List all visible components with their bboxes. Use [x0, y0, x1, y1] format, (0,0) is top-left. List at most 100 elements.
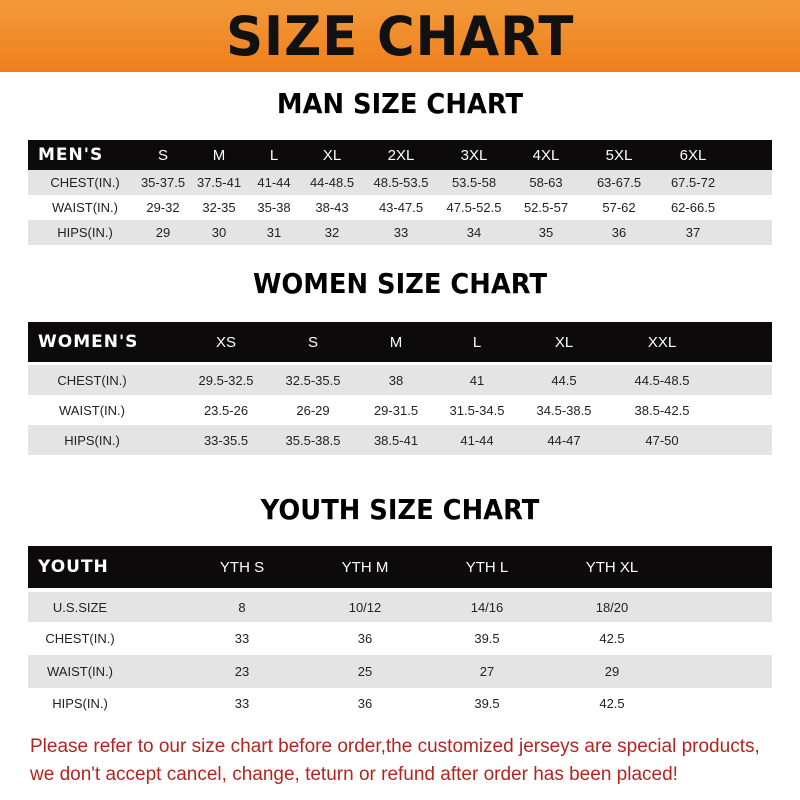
- size-header: XS: [215, 333, 237, 351]
- measurement-cell: 43-47.5: [378, 200, 424, 215]
- row-label: WAIST(IN.): [52, 200, 118, 215]
- row-label: HIPS(IN.): [57, 225, 113, 240]
- table-row: CHEST(IN.) 35-37.5 37.5-41 41-44 44-48.5 48.5…: [28, 170, 772, 195]
- measurement-cell: 31.5-34.5: [449, 402, 505, 418]
- measurement-cell: 36: [357, 695, 373, 711]
- size-header: 2XL: [387, 146, 415, 164]
- size-header: L: [269, 146, 279, 164]
- measurement-cell: 44.5-48.5: [634, 372, 690, 388]
- measurement-cell: 29-31.5: [373, 402, 419, 418]
- row-label: CHEST(IN.): [50, 175, 120, 190]
- size-header: YTH S: [219, 558, 265, 576]
- size-header: 5XL: [605, 146, 633, 164]
- size-header: 4XL: [532, 146, 560, 164]
- measurement-cell: 58-63: [529, 175, 563, 190]
- measurement-cell: 35.5-38.5: [285, 432, 341, 448]
- measurement-cell: 33-35.5: [203, 432, 249, 448]
- measurement-cell: 41: [469, 372, 485, 388]
- youth-chart-title: YOUTH SIZE CHART: [260, 493, 540, 526]
- measurement-cell: 23: [234, 664, 250, 679]
- measurement-cell: 38-43: [315, 200, 349, 215]
- measurement-cell: 29.5-32.5: [198, 372, 254, 388]
- measurement-cell: 29: [604, 664, 620, 679]
- table-row: WAIST(IN.) 23 25 27 29: [28, 655, 772, 688]
- size-chart-banner: SIZE CHART: [0, 0, 800, 72]
- measurement-cell: 38.5-41: [373, 432, 419, 448]
- row-label: WAIST(IN.): [59, 402, 125, 418]
- measurement-cell: 57-62: [602, 200, 636, 215]
- size-header: M: [212, 146, 226, 164]
- measurement-cell: 44-47: [547, 432, 581, 448]
- measurement-cell: 31: [266, 225, 282, 240]
- size-header: S: [157, 146, 169, 164]
- measurement-cell: 33: [393, 225, 409, 240]
- measurement-cell: 44.5: [551, 372, 577, 388]
- measurement-cell: 32-35: [202, 200, 236, 215]
- measurement-cell: 27: [479, 664, 495, 679]
- size-header: YTH XL: [585, 558, 639, 576]
- measurement-cell: 18/20: [595, 599, 629, 615]
- measurement-cell: 33: [234, 695, 250, 711]
- header-row: WOMEN'S XS S M L XL XXL: [28, 322, 772, 362]
- measurement-cell: 34.5-38.5: [536, 402, 592, 418]
- measurement-cell: 25: [357, 664, 373, 679]
- measurement-cell: 42.5: [599, 631, 625, 646]
- table-row: CHEST(IN.) 33 36 39.5 42.5: [28, 622, 772, 655]
- measurement-cell: 30: [211, 225, 227, 240]
- size-header: 6XL: [679, 146, 707, 164]
- measurement-cell: 8: [238, 599, 246, 615]
- measurement-cell: 35-38: [257, 200, 291, 215]
- size-header: YTH M: [341, 558, 389, 576]
- table-row: U.S.SIZE 8 10/12 14/16 18/20: [28, 592, 772, 622]
- measurement-cell: 44-48.5: [309, 175, 355, 190]
- measurement-cell: 38: [388, 372, 404, 388]
- measurement-cell: 34: [466, 225, 482, 240]
- row-label: U.S.SIZE: [52, 599, 108, 615]
- table-label: MEN'S: [38, 145, 104, 165]
- table-label: WOMEN'S: [38, 332, 139, 352]
- men-chart-title: MAN SIZE CHART: [276, 87, 524, 120]
- measurement-cell: 10/12: [348, 599, 382, 615]
- measurement-cell: 38.5-42.5: [634, 402, 690, 418]
- header-row: MEN'S S M L XL 2XL 3XL 4XL 5XL 6XL: [28, 140, 772, 170]
- measurement-cell: 42.5: [599, 695, 625, 711]
- measurement-cell: 37: [685, 225, 701, 240]
- notice-line-2: we don't accept cancel, change, teturn o…: [30, 764, 678, 785]
- size-header: S: [307, 333, 319, 351]
- measurement-cell: 32: [324, 225, 340, 240]
- measurement-cell: 48.5-53.5: [373, 175, 429, 190]
- measurement-cell: 35: [538, 225, 554, 240]
- table-row: HIPS(IN.) 29 30 31 32 33 34 35 36 37: [28, 220, 772, 245]
- row-label: CHEST(IN.): [57, 372, 127, 388]
- measurement-cell: 62-66.5: [670, 200, 716, 215]
- measurement-cell: 63-67.5: [596, 175, 642, 190]
- size-header: M: [389, 333, 403, 351]
- measurement-cell: 39.5: [474, 695, 500, 711]
- measurement-cell: 67.5-72: [670, 175, 716, 190]
- row-label: HIPS(IN.): [52, 695, 108, 711]
- measurement-cell: 14/16: [470, 599, 504, 615]
- measurement-cell: 36: [611, 225, 627, 240]
- header-row: YOUTH YTH S YTH M YTH L YTH XL: [28, 546, 772, 588]
- table-row: HIPS(IN.) 33 36 39.5 42.5: [28, 688, 772, 718]
- table-row: WAIST(IN.) 23.5-26 26-29 29-31.5 31.5-34.5 34…: [28, 395, 772, 425]
- notice-line-1: Please refer to our size chart before or…: [30, 736, 760, 757]
- size-header: L: [472, 333, 482, 351]
- measurement-cell: 39.5: [474, 631, 500, 646]
- women-chart-title: WOMEN SIZE CHART: [252, 267, 548, 300]
- table-row: CHEST(IN.) 29.5-32.5 32.5-35.5 38 41 44.5 44.5…: [28, 365, 772, 395]
- measurement-cell: 29-32: [146, 200, 180, 215]
- row-label: CHEST(IN.): [45, 631, 115, 646]
- size-header: XL: [554, 333, 574, 351]
- size-header: XL: [322, 146, 342, 164]
- measurement-cell: 35-37.5: [140, 175, 186, 190]
- measurement-cell: 53.5-58: [451, 175, 497, 190]
- measurement-cell: 37.5-41: [196, 175, 242, 190]
- measurement-cell: 47-50: [645, 432, 679, 448]
- table-row: HIPS(IN.) 33-35.5 35.5-38.5 38.5-41 41-44 44-…: [28, 425, 772, 455]
- table-row: WAIST(IN.) 29-32 32-35 35-38 38-43 43-47.5 47.…: [28, 195, 772, 220]
- size-header: YTH L: [465, 558, 509, 576]
- measurement-cell: 47.5-52.5: [446, 200, 502, 215]
- row-label: WAIST(IN.): [47, 664, 113, 679]
- measurement-cell: 23.5-26: [203, 402, 249, 418]
